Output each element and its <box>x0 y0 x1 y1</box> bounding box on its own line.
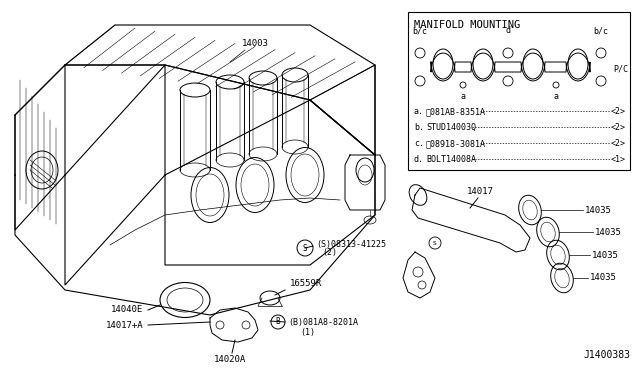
Text: b/c: b/c <box>413 26 428 35</box>
Text: MANIFOLD MOUNTING: MANIFOLD MOUNTING <box>414 20 520 30</box>
Text: a: a <box>554 92 559 101</box>
Text: <2>: <2> <box>611 139 626 148</box>
Text: <1>: <1> <box>611 155 626 164</box>
Text: d.: d. <box>414 155 424 164</box>
Text: (B)081A8-8201A: (B)081A8-8201A <box>288 318 358 327</box>
Text: P/C: P/C <box>613 64 628 74</box>
Text: 14040E: 14040E <box>111 305 143 314</box>
Text: <2>: <2> <box>611 123 626 132</box>
Text: BOLT14008A: BOLT14008A <box>426 155 476 164</box>
Text: b/c: b/c <box>593 26 609 35</box>
Text: 14017: 14017 <box>467 187 493 196</box>
Text: c.: c. <box>414 139 424 148</box>
Text: Ⓑ081AB-8351A: Ⓑ081AB-8351A <box>426 107 486 116</box>
Text: S: S <box>303 244 307 253</box>
FancyBboxPatch shape <box>408 12 630 170</box>
Text: 14003: 14003 <box>241 39 268 48</box>
Text: b.: b. <box>414 123 424 132</box>
Text: STUD14003Q: STUD14003Q <box>426 123 476 132</box>
Text: (1): (1) <box>300 327 315 337</box>
Text: 14035: 14035 <box>592 250 619 260</box>
Text: 16559R: 16559R <box>290 279 323 288</box>
Text: 14017+A: 14017+A <box>106 321 143 330</box>
Text: J1400383: J1400383 <box>583 350 630 360</box>
Text: a.: a. <box>414 107 424 116</box>
Text: 14020A: 14020A <box>214 355 246 364</box>
Text: 14035: 14035 <box>595 228 622 237</box>
Text: B: B <box>276 317 280 327</box>
Text: Ⓝ08918-3081A: Ⓝ08918-3081A <box>426 139 486 148</box>
Text: 14035: 14035 <box>585 205 612 215</box>
Text: a: a <box>461 92 465 101</box>
Text: 14035: 14035 <box>590 273 617 282</box>
Text: S: S <box>433 241 437 246</box>
Text: (S)08313-41225: (S)08313-41225 <box>316 240 386 248</box>
Text: (2): (2) <box>322 248 337 257</box>
Text: <2>: <2> <box>611 107 626 116</box>
Text: d: d <box>506 26 511 35</box>
